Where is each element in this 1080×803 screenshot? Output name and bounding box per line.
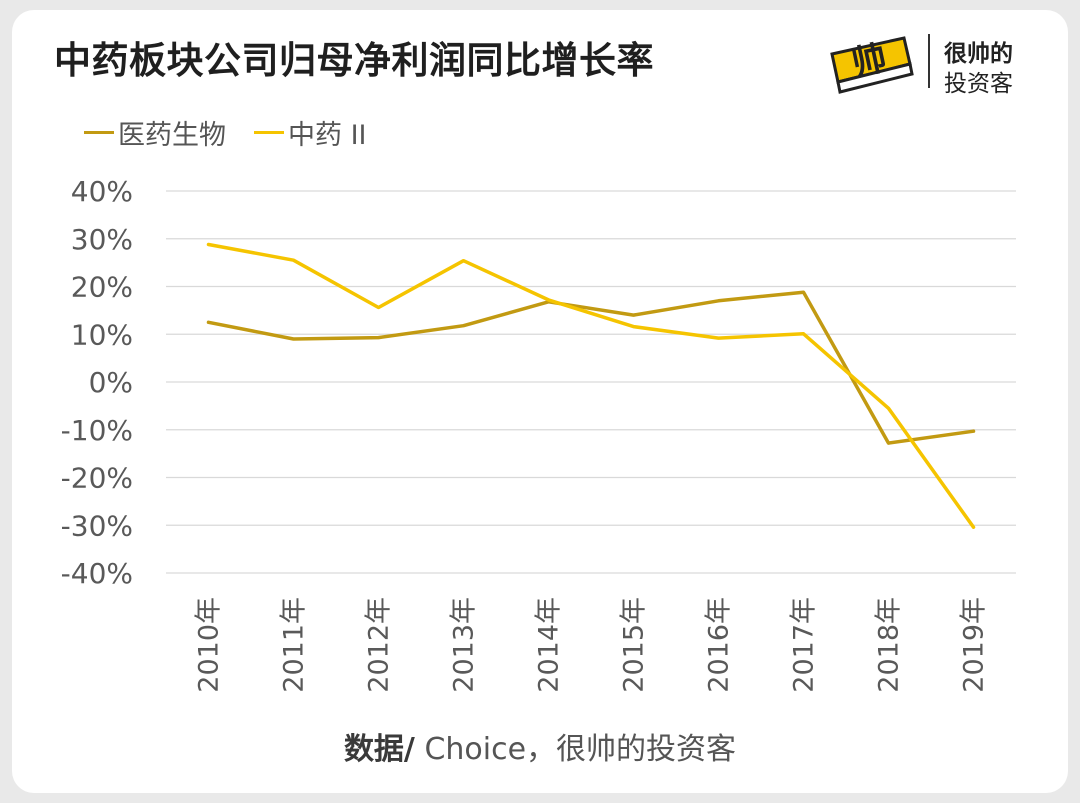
y-tick-label: -10% <box>61 414 133 447</box>
y-tick-label: -30% <box>61 509 133 542</box>
x-tick-label: 2014年 <box>534 597 565 693</box>
brand-name-line1: 很帅的 <box>944 41 1013 67</box>
legend-label-series1: 医药生物 <box>118 119 226 151</box>
y-tick-label: 40% <box>71 175 133 208</box>
legend-swatch-series2 <box>254 130 284 134</box>
series-line-2 <box>206 242 976 529</box>
legend-label-series2: 中药 II <box>288 119 367 151</box>
y-tick-label: 20% <box>71 271 133 304</box>
y-tick-label: -20% <box>61 462 133 495</box>
brand-name-line2: 投资客 <box>944 71 1013 97</box>
source-label: 数据/ <box>343 732 415 767</box>
y-tick-label: 10% <box>71 318 133 351</box>
legend-item-series2: 中药 II <box>254 113 367 152</box>
brand-logo-icon: 帅 <box>830 36 914 94</box>
x-tick-label: 2019年 <box>959 597 990 693</box>
brand-block: 帅 很帅的 投资客 <box>818 24 1038 104</box>
x-tick-label: 2011年 <box>279 597 310 693</box>
x-tick-label: 2010年 <box>194 597 225 693</box>
x-tick-label: 2015年 <box>619 597 650 693</box>
legend-item-series1: 医药生物 <box>84 113 226 152</box>
source-text: Choice，很帅的投资客 <box>414 732 737 767</box>
legend-swatch-series1 <box>84 130 114 134</box>
x-tick-label: 2016年 <box>704 597 735 693</box>
series-line-1 <box>206 290 976 445</box>
x-tick-label: 2012年 <box>364 597 395 693</box>
chart-legend: 医药生物 中药 II <box>84 112 395 152</box>
data-source-note: 数据/ Choice，很帅的投资客 <box>0 724 1080 768</box>
x-tick-label: 2017年 <box>789 597 820 693</box>
y-tick-label: -40% <box>61 557 133 590</box>
x-tick-label: 2013年 <box>449 597 480 693</box>
y-tick-label: 0% <box>89 366 133 399</box>
x-tick-label: 2018年 <box>874 597 905 693</box>
y-tick-label: 30% <box>71 223 133 256</box>
chart-title: 中药板块公司归母净利润同比增长率 <box>54 39 654 82</box>
brand-divider <box>928 34 930 88</box>
brand-logo-text: 帅 <box>849 38 891 84</box>
chart-card <box>12 10 1068 793</box>
